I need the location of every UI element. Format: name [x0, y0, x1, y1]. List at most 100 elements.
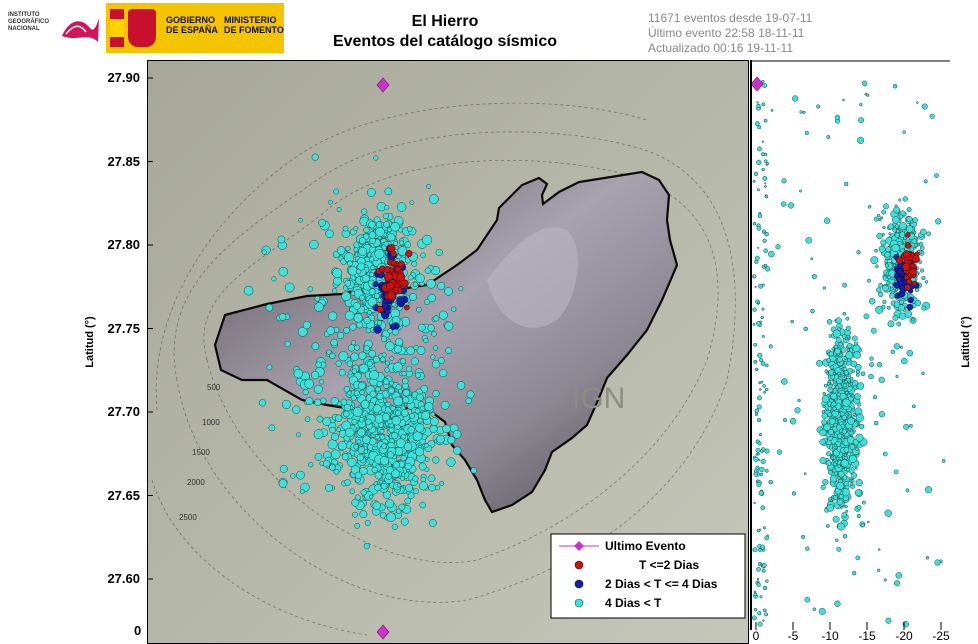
map-event-old	[243, 285, 254, 296]
map-event-old	[432, 456, 440, 464]
depth-event-old	[761, 334, 765, 338]
depth-event-old	[878, 245, 886, 253]
map-event-old	[382, 213, 389, 220]
depth-event-old	[822, 391, 827, 396]
depth-event-old	[759, 595, 763, 599]
map-event-old	[430, 417, 439, 426]
map-event-mid	[373, 325, 382, 334]
map-event-old	[350, 352, 359, 362]
map-event-old	[326, 326, 335, 335]
map-event-old	[343, 386, 351, 393]
depth-event-old	[823, 423, 831, 432]
depth-event-old	[764, 182, 767, 185]
depth-event-old	[752, 274, 757, 279]
depth-event-old	[756, 528, 761, 533]
map-event-old	[422, 234, 433, 245]
map-event-old	[415, 423, 425, 433]
map-event-old	[351, 340, 357, 346]
depth-event-old	[834, 348, 841, 355]
depth-event-old	[923, 179, 928, 184]
depth-event-old	[753, 592, 758, 597]
map-event-old	[368, 221, 376, 229]
map-event-old	[418, 462, 427, 471]
map-event-old	[369, 390, 377, 398]
depth-event-old	[764, 363, 769, 368]
depth-event-old	[884, 509, 892, 517]
depth-event-old	[912, 217, 918, 223]
depth-event-old	[797, 398, 801, 403]
map-event-old	[343, 327, 350, 334]
map-event-old	[446, 457, 456, 467]
map-event-old	[359, 237, 367, 245]
map-event-old	[418, 481, 428, 491]
event-dots	[243, 153, 477, 550]
map-event-old	[325, 229, 334, 239]
map-event-old	[453, 446, 462, 455]
depth-event-old	[790, 319, 794, 324]
depth-event-old	[849, 444, 856, 450]
depth-event-old	[893, 469, 899, 475]
depth-event-old	[921, 103, 928, 110]
map-event-old	[309, 239, 319, 250]
depth-event-old	[828, 429, 834, 435]
map-event-old	[348, 266, 358, 276]
map-event-old	[338, 369, 346, 377]
depth-event-old	[832, 406, 837, 411]
depth-event-old	[898, 198, 902, 202]
map-event-old	[314, 302, 324, 312]
depth-event-old	[842, 534, 848, 539]
depth-event-old	[764, 266, 771, 272]
info-updated: Actualizado 00:16 19-11-11	[648, 41, 793, 55]
map-event-old	[297, 326, 308, 337]
map-y-axis-label: Latitud (°)	[84, 316, 96, 368]
depth-event-old	[781, 178, 787, 184]
map-event-old	[427, 293, 436, 303]
map-event-old	[302, 321, 311, 330]
depth-event-old	[770, 109, 774, 112]
depth-event-old	[843, 453, 848, 457]
map-event-old	[359, 389, 365, 396]
map-event-old	[371, 466, 378, 474]
map-event-old	[393, 362, 403, 372]
catalog-info: 11671 eventos desde 19-07-11 Último even…	[648, 11, 812, 56]
depth-event-old	[758, 433, 762, 437]
depth-event-old	[911, 238, 918, 245]
depth-event-old	[834, 114, 841, 120]
map-watermark: IGN	[572, 382, 625, 415]
map-event-old	[401, 377, 409, 385]
depth-event-old	[826, 319, 833, 325]
info-last-event: Último evento 22:58 18-11-11	[648, 26, 805, 40]
depth-event-old	[802, 110, 806, 114]
depth-event-old	[842, 98, 845, 102]
map-event-old	[428, 194, 439, 204]
contour-label-2: 1500	[192, 448, 210, 457]
depth-event-old	[821, 394, 830, 403]
map-event-mid	[384, 308, 391, 315]
depth-event-old	[877, 213, 881, 218]
map-event-old	[333, 188, 340, 195]
map-event-old	[351, 418, 358, 425]
map-event-old	[447, 436, 456, 444]
map-event-old	[424, 298, 430, 305]
depth-event-old	[753, 607, 758, 612]
map-event-old	[367, 188, 376, 197]
map-event-old	[346, 260, 353, 267]
depth-event-old	[868, 373, 874, 380]
depth-event-old	[829, 475, 837, 483]
map-event-old	[330, 397, 339, 406]
map-event-old	[420, 476, 427, 483]
map-event-old	[293, 368, 304, 379]
map-event-old	[338, 351, 349, 362]
map-event-old	[353, 247, 359, 253]
map-event-old	[349, 323, 357, 331]
map-event-old	[352, 511, 358, 518]
map-event-old	[336, 427, 341, 432]
map-event-old	[323, 459, 331, 468]
map-event-old	[387, 328, 393, 334]
map-event-old	[431, 331, 437, 337]
map-event-old	[350, 395, 357, 401]
depth-event-old	[756, 566, 761, 572]
depth-event-old	[843, 361, 848, 365]
depth-event-old	[920, 268, 925, 273]
depth-event-mid	[893, 281, 900, 289]
